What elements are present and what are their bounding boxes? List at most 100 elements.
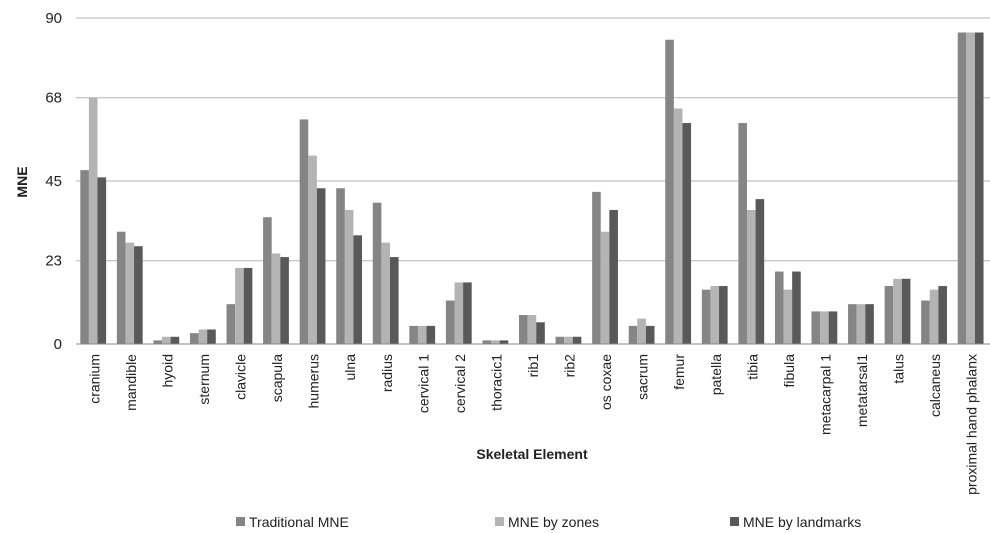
bar: [893, 278, 902, 344]
bar: [353, 235, 363, 344]
bar: [564, 336, 573, 344]
bar: [572, 336, 582, 344]
bar: [682, 123, 692, 345]
bars: [80, 32, 984, 345]
bar: [417, 325, 427, 344]
y-tick-label: 23: [45, 253, 62, 270]
bar: [592, 191, 601, 344]
x-axis-ticks: cranium mandible hyoid sternum clavicle scapu…: [86, 354, 979, 495]
bar: [134, 246, 143, 344]
x-tick-label: patella: [708, 354, 724, 395]
bar: [499, 340, 509, 344]
bar: [738, 123, 747, 345]
bar: [628, 325, 638, 344]
y-axis-ticks: 0 23 45 68 90: [45, 10, 62, 353]
legend-swatch: [730, 517, 739, 526]
y-tick-label: 45: [45, 173, 62, 190]
x-tick-label: radius: [379, 354, 395, 392]
y-tick-label: 0: [54, 336, 62, 353]
bar: [665, 39, 674, 344]
x-tick-label: femur: [671, 354, 687, 390]
x-tick-label: mandible: [123, 354, 139, 411]
bar: [536, 322, 545, 344]
bar: [519, 315, 528, 344]
x-axis-title: Skeletal Element: [476, 446, 588, 462]
x-tick-label: tibia: [744, 354, 760, 380]
bar: [125, 242, 135, 344]
bar: [783, 289, 793, 344]
x-tick-label: humerus: [306, 354, 322, 408]
legend-label: MNE by landmarks: [743, 514, 861, 530]
x-tick-label: rib1: [525, 354, 541, 378]
bar: [921, 300, 930, 344]
bar: [645, 325, 655, 344]
bar: [600, 231, 610, 344]
bar: [207, 329, 216, 344]
x-tick-label: scapula: [269, 354, 285, 402]
bar: [445, 300, 455, 344]
bar: [673, 108, 683, 344]
bar: [884, 286, 894, 344]
x-tick-label: metatarsal1: [854, 354, 870, 427]
bar: [454, 282, 464, 344]
gridlines: [76, 17, 990, 262]
bar: [372, 202, 382, 344]
bar: [491, 340, 500, 344]
bar: [929, 289, 939, 344]
bar: [189, 333, 199, 344]
legend: Traditional MNE MNE by zones MNE by landma…: [236, 514, 861, 530]
bar: [463, 282, 472, 344]
x-tick-label: calcaneus: [927, 354, 943, 417]
bar: [774, 271, 784, 344]
x-tick-label: sacrum: [635, 354, 651, 400]
bar: [389, 257, 399, 344]
bar: [381, 242, 390, 344]
bar: [162, 336, 171, 344]
bar: [938, 286, 947, 344]
bar: [957, 32, 967, 344]
bar: [116, 231, 126, 344]
bar: [974, 32, 984, 344]
bar: [263, 217, 272, 344]
bar: [701, 289, 711, 344]
bar: [865, 304, 874, 344]
legend-swatch: [236, 517, 245, 526]
legend-label: MNE by zones: [508, 514, 599, 530]
x-tick-label: thoracic1: [488, 354, 504, 411]
bar: [226, 304, 236, 344]
legend-label: Traditional MNE: [249, 514, 349, 530]
y-axis-title: MNE: [14, 166, 30, 197]
bar: [848, 304, 857, 344]
bar: [637, 318, 646, 344]
bar: [527, 315, 537, 344]
bar: [828, 311, 838, 344]
bar: [97, 177, 107, 344]
bar: [235, 267, 244, 344]
bar: [719, 286, 728, 344]
x-tick-label: os coxae: [598, 354, 614, 410]
bar: [409, 325, 418, 344]
bar: [316, 188, 326, 344]
y-tick-label: 68: [45, 90, 62, 107]
x-tick-label: proximal hand phalanx: [964, 354, 980, 495]
legend-swatch: [495, 517, 504, 526]
bar: [243, 267, 253, 344]
bar: [198, 329, 208, 344]
bar: [170, 336, 180, 344]
bar: [482, 340, 492, 344]
bar: [856, 304, 866, 344]
bar: [426, 325, 436, 344]
bar: [80, 170, 89, 344]
bar: [271, 253, 281, 344]
x-tick-label: fibula: [781, 354, 797, 388]
bar: [901, 278, 911, 344]
bar: [811, 311, 821, 344]
bar: [609, 209, 618, 344]
bar: [299, 119, 309, 344]
y-tick-label: 90: [45, 10, 62, 27]
bar: [555, 336, 565, 344]
bar: [88, 97, 98, 344]
bar: [336, 188, 345, 344]
bar: [280, 257, 289, 344]
bar: [710, 286, 720, 344]
